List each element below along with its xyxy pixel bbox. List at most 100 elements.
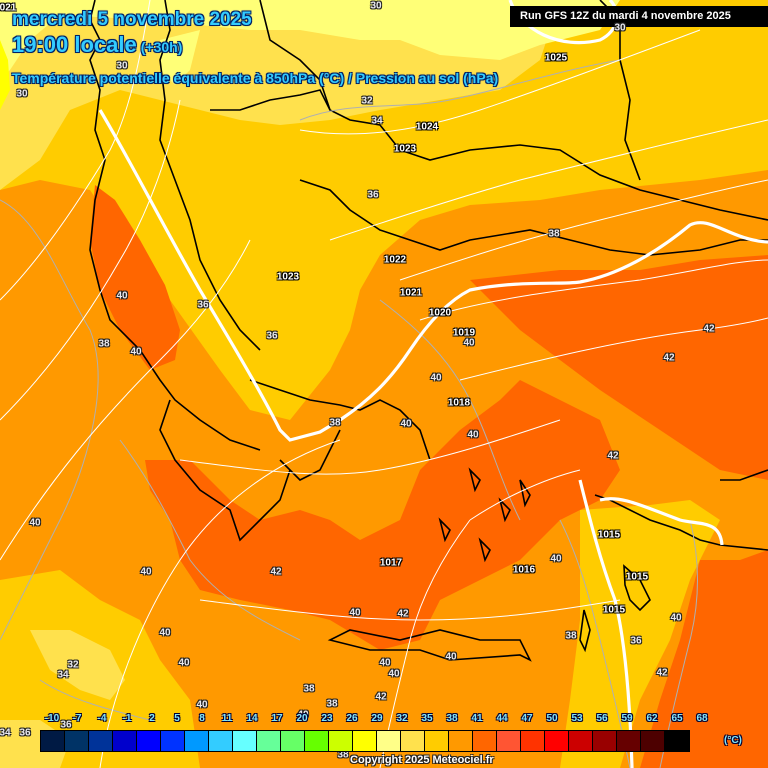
- isotherm-label: 40: [297, 709, 309, 721]
- parameter-title: Température potentielle équivalente à 85…: [12, 70, 499, 86]
- isotherm-label: 38: [329, 417, 341, 429]
- color-scale-swatch: [305, 731, 329, 751]
- color-scale-tick-label: 23: [321, 713, 333, 724]
- color-scale-tick-label: 65: [671, 713, 683, 724]
- color-scale-swatch: [65, 731, 89, 751]
- isotherm-label: 40: [116, 290, 128, 302]
- color-scale-tick-label: -4: [97, 713, 107, 724]
- isobar-label: 1025: [544, 52, 568, 64]
- isotherms: [0, 59, 698, 768]
- isobar-label: 1024: [415, 121, 439, 133]
- color-scale-tick-label: 11: [221, 713, 233, 724]
- color-scale-legend: [40, 730, 690, 752]
- color-scale-tick-label: -10: [44, 713, 60, 724]
- isobar-label: 1023: [393, 143, 417, 155]
- isotherm-label: 42: [703, 323, 715, 335]
- isotherm-label: 42: [270, 566, 282, 578]
- isotherm-label: 42: [375, 691, 387, 703]
- isotherm-label: 40: [670, 612, 682, 624]
- isotherm-label: 36: [197, 299, 209, 311]
- isobar-label: 1022: [383, 254, 407, 266]
- color-scale-swatch: [41, 731, 65, 751]
- isotherm-label: 40: [400, 418, 412, 430]
- color-scale-swatch: [353, 731, 377, 751]
- color-scale-swatch: [377, 731, 401, 751]
- isotherm-label: 40: [130, 346, 142, 358]
- color-scale-tick-label: 8: [199, 713, 205, 724]
- isotherm-label: 36: [266, 330, 278, 342]
- color-scale-swatch: [593, 731, 617, 751]
- isotherm-label: 42: [397, 608, 409, 620]
- color-scale-tick-label: 62: [646, 713, 658, 724]
- theta-zone-east-35: [560, 500, 720, 768]
- forecast-local-time: 19:00 locale: [12, 32, 137, 57]
- isotherm-label: 40: [349, 607, 361, 619]
- isobar-label: 1023: [276, 271, 300, 283]
- color-scale-swatch: [185, 731, 209, 751]
- isotherm-label: 36: [367, 189, 379, 201]
- isobar-label: 1021: [399, 287, 423, 299]
- color-scale-swatch: [665, 731, 689, 751]
- color-scale-unit: (°C): [724, 735, 742, 746]
- color-scale-tick-label: 44: [496, 713, 508, 724]
- isotherm-label: 40: [400, 418, 412, 430]
- color-scale-swatch: [329, 731, 353, 751]
- isotherm-label: 36: [19, 727, 31, 739]
- isobar-label: 021: [0, 2, 17, 14]
- color-scale-tick-label: 14: [246, 713, 258, 724]
- isotherm-label: 40: [430, 372, 442, 384]
- color-scale-swatch: [545, 731, 569, 751]
- theta-zone-bright-yellow: [0, 40, 10, 110]
- color-scale-tick-label: 53: [571, 713, 583, 724]
- isotherm-label: 30: [116, 60, 128, 72]
- color-scale-tick-label: 59: [621, 713, 633, 724]
- forecast-time: 19:00 locale (+30h): [12, 32, 182, 58]
- color-scale-tick-label: 41: [471, 713, 483, 724]
- color-scale-swatch: [425, 731, 449, 751]
- isotherm-label: 34: [371, 115, 383, 127]
- isotherm-label: 38: [565, 630, 577, 642]
- isotherm-label: 40: [379, 657, 391, 669]
- isotherm-label: 34: [57, 669, 69, 681]
- isotherm-label: 38: [326, 698, 338, 710]
- isobar-label: 1015: [602, 604, 626, 616]
- color-scale-swatch: [161, 731, 185, 751]
- color-scale-tick-label: 35: [421, 713, 433, 724]
- theta-zone-30-hokuriku: [160, 30, 200, 85]
- theta-zone-41-west: [90, 185, 180, 370]
- theta-zone-41-east: [470, 255, 768, 480]
- isobar-label: 1019: [452, 327, 476, 339]
- isotherm-label: 40: [178, 657, 190, 669]
- color-scale-swatch: [401, 731, 425, 751]
- isotherm-label: 30: [16, 88, 28, 100]
- isobar-label: 1020: [428, 307, 452, 319]
- color-scale-tick-label: 68: [696, 713, 708, 724]
- isobar-label: 1015: [597, 529, 621, 541]
- color-scale-swatch: [137, 731, 161, 751]
- isobar-label: 1018: [447, 397, 471, 409]
- isotherm-label: 40: [196, 699, 208, 711]
- isotherm-label: 40: [550, 553, 562, 565]
- color-scale-tick-label: 17: [271, 713, 283, 724]
- color-scale-swatch: [209, 731, 233, 751]
- color-scale-tick-label: 50: [546, 713, 558, 724]
- color-scale-tick-label: 29: [371, 713, 383, 724]
- color-scale-swatch: [641, 731, 665, 751]
- isotherm-label: 42: [656, 667, 668, 679]
- forecast-offset: (+30h): [140, 39, 183, 55]
- color-scale-swatch: [617, 731, 641, 751]
- isotherm-label: 30: [614, 22, 626, 34]
- color-scale-tick-label: 32: [396, 713, 408, 724]
- theta-zone-sw-32: [30, 630, 125, 700]
- forecast-date: mercredi 5 novembre 2025: [12, 9, 252, 30]
- isotherm-label: 42: [663, 352, 675, 364]
- isotherm-label: 40: [159, 627, 171, 639]
- isobar-label: 1016: [512, 564, 536, 576]
- color-scale-swatch: [521, 731, 545, 751]
- isotherm-label: 40: [140, 566, 152, 578]
- isobar-label: 1017: [379, 557, 403, 569]
- color-scale-tick-label: -7: [72, 713, 82, 724]
- color-scale-swatch: [497, 731, 521, 751]
- color-scale-swatch: [449, 731, 473, 751]
- isotherm-label: 32: [67, 659, 79, 671]
